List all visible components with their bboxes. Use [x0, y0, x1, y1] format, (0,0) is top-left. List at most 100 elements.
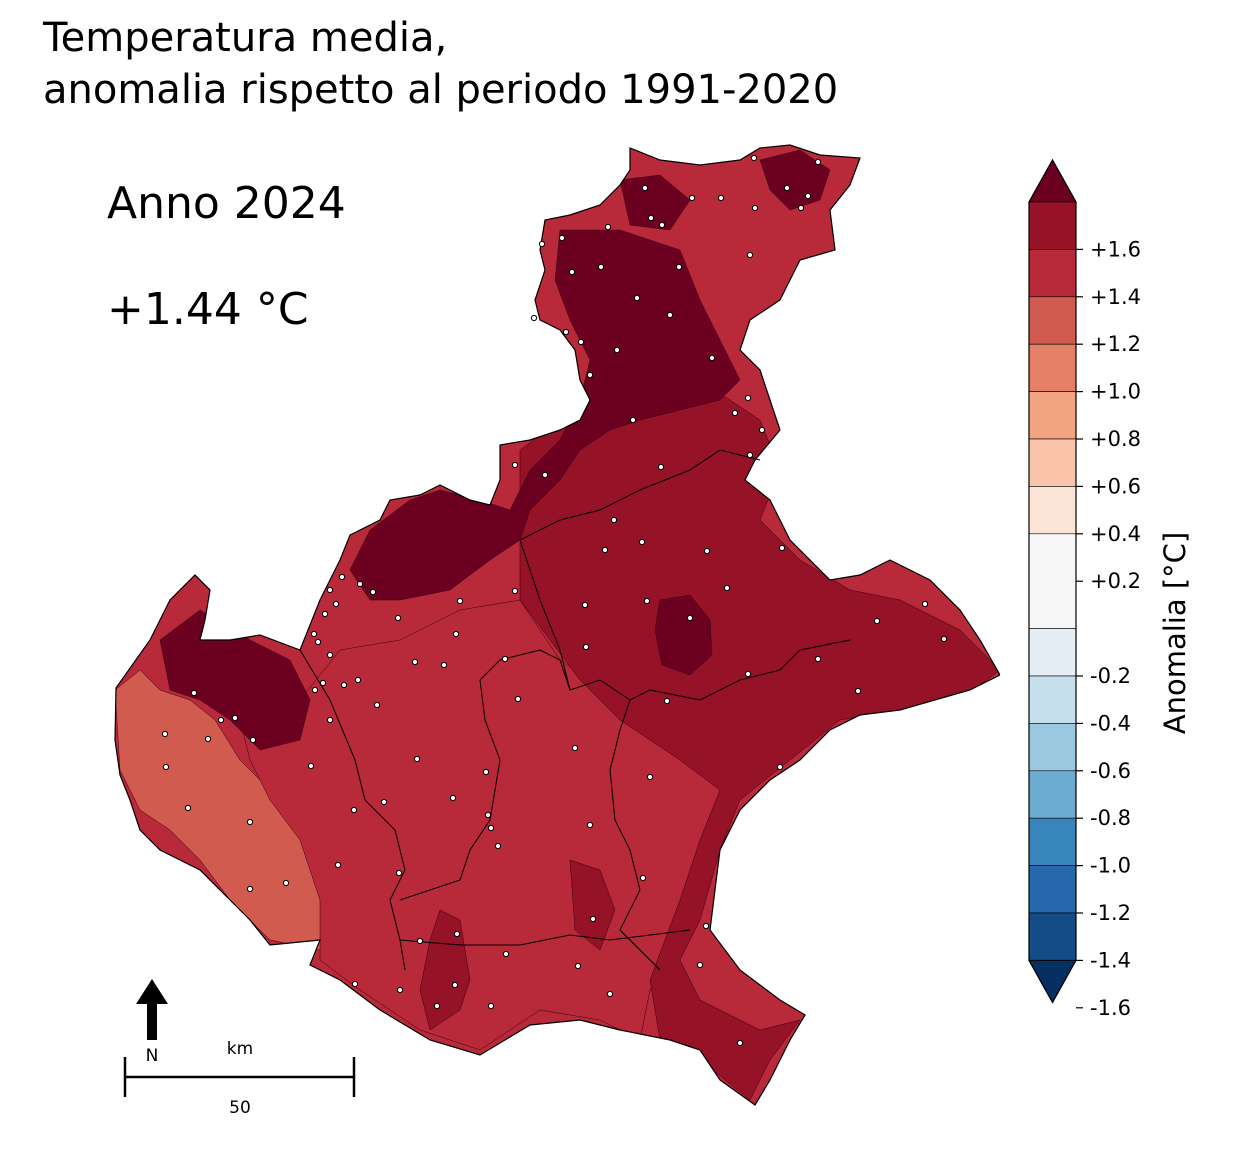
colorbar-ticks: -1.6 -1.4 -1.2 -1.0 -0.8 -0.6 -0.4 -0.2 +0.2 +0.4… — [1076, 237, 1141, 1020]
station-marker — [746, 451, 754, 459]
station-marker — [338, 573, 346, 581]
station-marker — [639, 874, 647, 882]
station-marker — [921, 600, 929, 608]
colorbar-levels — [1028, 158, 1077, 1004]
station-marker — [854, 687, 862, 695]
station-marker — [629, 416, 637, 424]
station-marker — [814, 655, 822, 663]
station-marker — [731, 409, 739, 417]
station-marker — [613, 346, 621, 354]
station-marker — [484, 811, 492, 819]
station-marker — [604, 223, 612, 231]
station-marker — [633, 294, 641, 302]
station-marker — [380, 798, 388, 806]
station-marker — [487, 824, 495, 832]
station-marker — [638, 538, 646, 546]
colorbar-tick-label: +1.6 — [1090, 237, 1141, 261]
station-marker — [814, 158, 822, 166]
colorbar-extend-min — [1028, 959, 1077, 1004]
map-title: Temperatura media, anomalia rispetto al … — [43, 12, 838, 116]
station-marker — [356, 580, 364, 588]
contour-zone-1-4-c — [419, 909, 471, 1031]
station-marker — [354, 676, 362, 684]
colorbar-level — [1028, 486, 1077, 535]
scale-bar-unit: km — [227, 1039, 253, 1059]
station-marker — [319, 679, 327, 687]
station-marker — [246, 818, 254, 826]
station-marker — [373, 701, 381, 709]
station-marker — [413, 755, 421, 763]
station-marker — [723, 584, 731, 592]
weather-stations — [161, 154, 948, 1047]
colorbar-tick-label: -0.6 — [1090, 759, 1131, 783]
station-marker — [643, 597, 651, 605]
station-marker — [326, 586, 334, 594]
station-marker — [396, 986, 404, 994]
station-marker — [310, 630, 318, 638]
colorbar-level — [1028, 201, 1077, 250]
station-marker — [433, 1002, 441, 1010]
station-marker — [514, 695, 522, 703]
station-marker — [394, 614, 402, 622]
station-marker — [314, 638, 322, 646]
period-label: Anno 2024 — [107, 178, 346, 229]
station-marker — [641, 184, 649, 192]
colorbar-tick-label: +0.6 — [1090, 474, 1141, 498]
colorbar-level — [1028, 343, 1077, 392]
colorbar-level — [1028, 533, 1077, 629]
station-marker — [511, 461, 519, 469]
station-marker — [647, 214, 655, 222]
station-marker — [501, 655, 509, 663]
colorbar-tick-label: -0.8 — [1090, 806, 1131, 830]
station-marker — [597, 263, 605, 271]
station-marker — [663, 697, 671, 705]
colorbar-tick-label: -1.6 — [1090, 996, 1131, 1020]
station-marker — [246, 885, 254, 893]
contour-zone-1-4-b — [569, 859, 616, 951]
station-marker — [217, 716, 225, 724]
station-marker — [783, 184, 791, 192]
station-marker — [161, 730, 169, 738]
anomaly-contours — [115, 149, 1000, 1101]
station-marker — [702, 922, 710, 930]
station-marker — [538, 240, 546, 248]
station-marker — [332, 600, 340, 608]
station-marker — [586, 371, 594, 379]
station-marker — [307, 762, 315, 770]
station-marker — [708, 354, 716, 362]
veneto-anomaly-map: N km 50 — [114, 144, 1000, 1118]
contour-zone-1-6-e — [619, 174, 691, 231]
station-marker — [326, 716, 334, 724]
colorbar-tick-label: -1.2 — [1090, 901, 1131, 925]
colorbar-level — [1028, 249, 1077, 298]
station-marker — [601, 546, 609, 554]
colorbar-level — [1028, 723, 1077, 772]
contour-zone-1-6-d — [759, 149, 831, 211]
colorbar-level — [1028, 438, 1077, 487]
station-marker — [482, 768, 490, 776]
north-arrow-icon — [136, 979, 168, 1040]
station-marker — [577, 338, 585, 346]
colorbar-level — [1028, 912, 1077, 961]
station-marker — [804, 192, 812, 200]
station-marker — [452, 630, 460, 638]
station-marker — [231, 714, 239, 722]
station-marker — [568, 268, 576, 276]
station-marker — [744, 670, 752, 678]
station-marker — [411, 658, 419, 666]
colorbar-tick-label: +1.4 — [1090, 285, 1141, 309]
station-marker — [334, 861, 342, 869]
colorbar-label: Anomalia [°C] — [1158, 532, 1192, 734]
station-marker — [666, 311, 674, 319]
colorbar-tick-label: -1.4 — [1090, 948, 1131, 972]
station-marker — [646, 773, 654, 781]
station-marker — [717, 194, 725, 202]
station-marker — [657, 463, 665, 471]
colorbar-level — [1028, 770, 1077, 819]
station-marker — [530, 314, 538, 322]
mean-anomaly-value: +1.44 °C — [107, 284, 309, 335]
station-marker — [440, 661, 448, 669]
station-marker — [321, 610, 329, 618]
colorbar-tick-label: +0.4 — [1090, 522, 1141, 546]
